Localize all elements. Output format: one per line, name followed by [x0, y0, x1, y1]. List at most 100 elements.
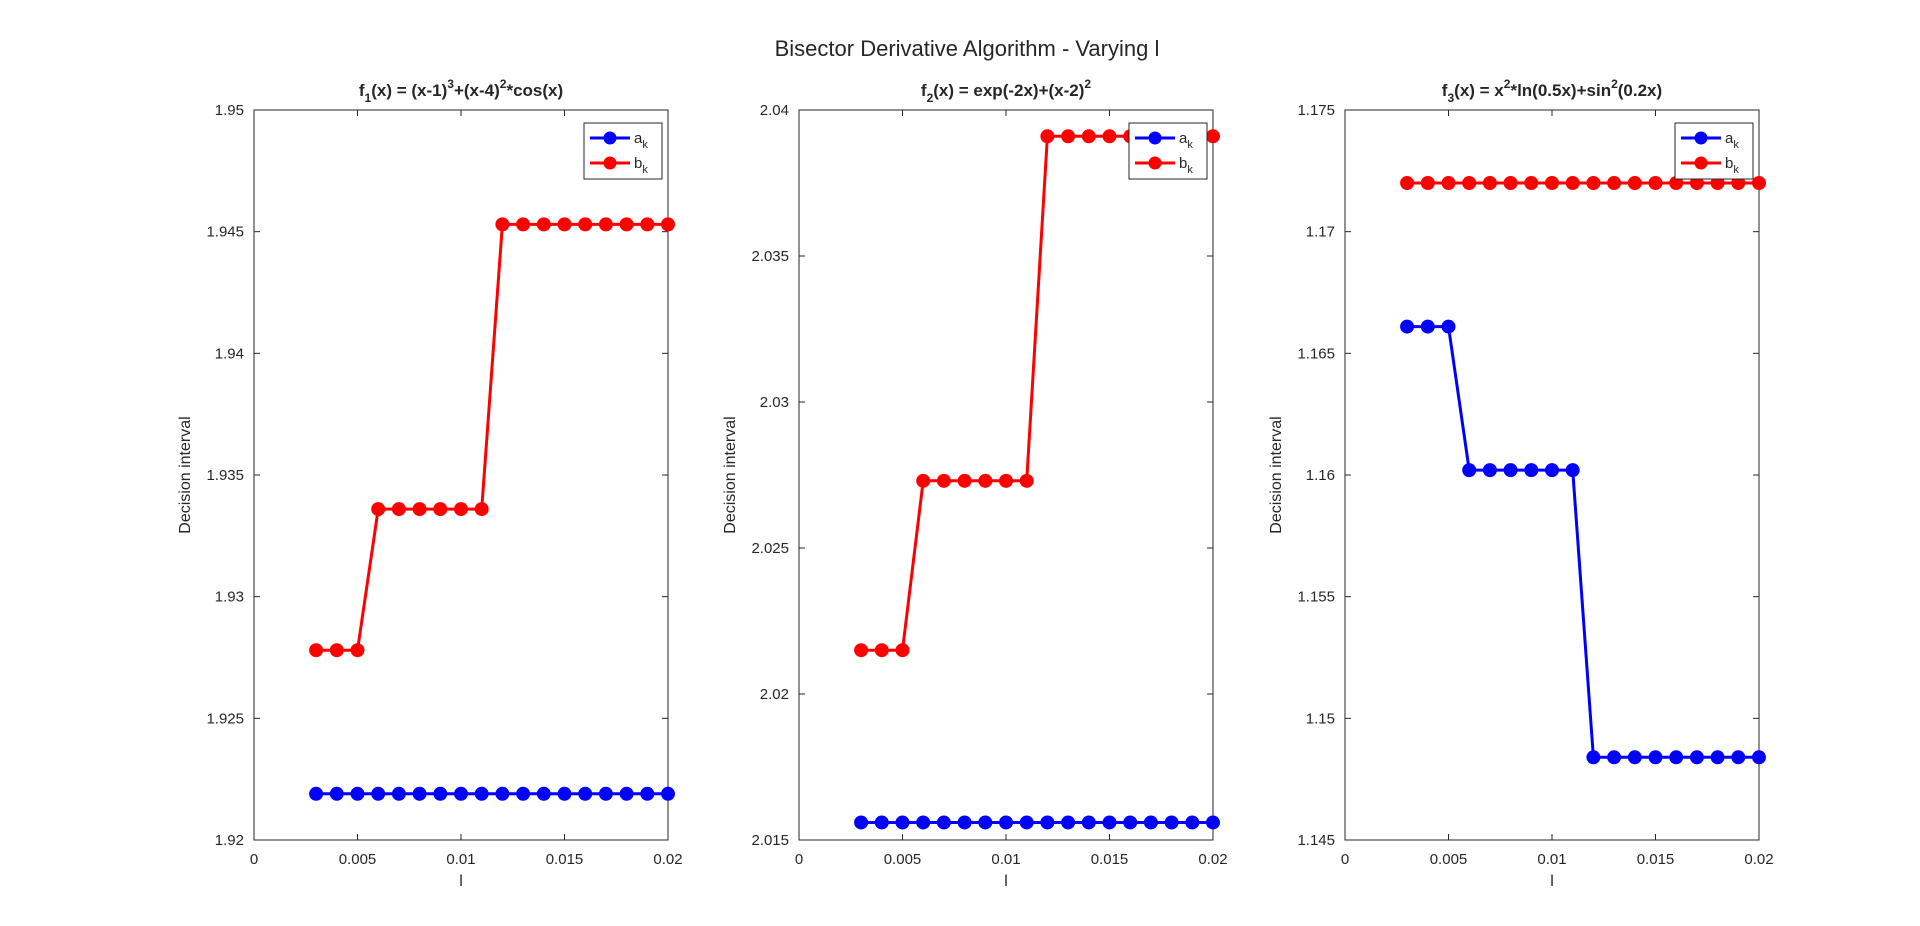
- data-point: [619, 217, 634, 232]
- x-tick-label: 0.015: [1091, 851, 1129, 868]
- data-point: [1019, 815, 1034, 830]
- x-axis-label: l: [459, 873, 463, 890]
- legend-marker: [603, 131, 617, 145]
- data-point: [1102, 129, 1117, 144]
- data-point: [999, 473, 1013, 488]
- data-point: [854, 643, 869, 658]
- data-point: [309, 786, 324, 801]
- y-tick-label: 1.94: [215, 345, 244, 362]
- data-point: [350, 643, 365, 658]
- data-point: [1040, 815, 1055, 830]
- figure-title: Bisector Derivative Algorithm - Varying …: [775, 36, 1160, 61]
- data-point: [1565, 463, 1580, 478]
- y-tick-label: 1.17: [1306, 224, 1335, 241]
- data-point: [1061, 129, 1076, 144]
- title-text: (x) = x: [1454, 81, 1504, 100]
- data-point: [1627, 750, 1642, 765]
- data-point: [640, 217, 655, 232]
- data-point: [874, 643, 889, 658]
- data-point: [598, 217, 613, 232]
- legend-marker: [1694, 156, 1708, 170]
- title-superscript: 2: [500, 77, 507, 91]
- y-tick-label: 1.145: [1297, 832, 1335, 849]
- x-tick-label: 0.01: [1537, 851, 1566, 868]
- subplots: 0 0.005 0.01 0.015 0.02 1.92 1.925 1.93 1.935 1.9…: [177, 77, 1774, 890]
- y-tick-label: 2.025: [751, 540, 789, 557]
- axes-box: [253, 109, 669, 841]
- data-point: [1607, 750, 1622, 765]
- data-point: [412, 502, 427, 517]
- data-point: [1441, 176, 1456, 190]
- series-ak: [854, 815, 1220, 830]
- data-point: [1503, 176, 1518, 190]
- x-tick-label: 0.015: [1637, 851, 1675, 868]
- legend-marker: [603, 156, 617, 170]
- x-tick-label: 0.02: [1744, 851, 1773, 868]
- x-tick-label: 0.015: [546, 851, 584, 868]
- subplot-3: 0 0.005 0.01 0.015 0.02 1.145 1.15 1.155 1.16 1.1…: [1268, 77, 1774, 890]
- data-point: [1482, 176, 1497, 190]
- legend-subscript: k: [1733, 139, 1739, 151]
- legend-base: b: [634, 155, 642, 172]
- data-point: [329, 786, 344, 801]
- x-tick-label: 0.02: [653, 851, 682, 868]
- title-subscript: 3: [1447, 91, 1454, 105]
- x-tick-label: 0.02: [1198, 851, 1227, 868]
- y-tick-label: 2.02: [760, 686, 789, 703]
- data-point: [895, 815, 910, 830]
- data-point: [598, 786, 613, 801]
- data-point: [391, 786, 406, 801]
- series-ak: [309, 786, 675, 801]
- x-axis-label: l: [1550, 873, 1554, 890]
- subplot-title: f2(x) = exp(-2x)+(x-2)2: [921, 77, 1092, 105]
- legend-base: a: [634, 130, 643, 147]
- y-tick-label: 1.93: [215, 589, 244, 606]
- legend-label: ak: [634, 130, 648, 151]
- y-tick-label: 2.015: [751, 832, 789, 849]
- subplot-2: 0 0.005 0.01 0.015 0.02 2.015 2.02 2.025 2.03 2.0…: [722, 77, 1228, 890]
- data-point: [495, 217, 510, 232]
- data-point: [578, 217, 593, 232]
- data-point: [1102, 815, 1117, 830]
- data-point: [1731, 750, 1746, 765]
- data-point: [578, 786, 593, 801]
- data-point: [1462, 463, 1477, 478]
- data-point: [1524, 463, 1539, 478]
- data-point: [1420, 176, 1435, 190]
- title-text: (x) = exp(-2x)+(x-2): [933, 81, 1084, 100]
- data-point: [495, 786, 510, 801]
- y-tick-label: 1.92: [215, 832, 244, 849]
- data-point: [371, 502, 386, 517]
- data-point: [1400, 176, 1415, 190]
- y-tick-label: 2.03: [760, 394, 789, 411]
- data-point: [454, 502, 468, 517]
- data-point: [1400, 319, 1415, 334]
- legend-subscript: k: [1187, 164, 1193, 176]
- data-point: [1752, 176, 1766, 190]
- legend-box: [1674, 122, 1754, 180]
- data-point: [1185, 815, 1200, 830]
- legend-marker: [1694, 131, 1708, 145]
- data-point: [1648, 176, 1663, 190]
- data-point: [936, 815, 951, 830]
- data-point: [329, 643, 344, 658]
- data-point: [371, 786, 386, 801]
- x-tick-label: 0: [1341, 851, 1349, 868]
- data-point: [350, 786, 365, 801]
- title-text: *cos(x): [506, 81, 563, 100]
- x-tick-label: 0.01: [991, 851, 1020, 868]
- data-point: [1669, 750, 1684, 765]
- legend-marker: [1148, 131, 1162, 145]
- series-ak: [1400, 319, 1766, 765]
- legend-subscript: k: [642, 164, 648, 176]
- data-point: [557, 217, 572, 232]
- legend-base: b: [1179, 155, 1187, 172]
- legend-label: ak: [1725, 130, 1739, 151]
- data-point: [391, 502, 406, 517]
- data-point: [1420, 319, 1435, 334]
- legend-marker: [1148, 156, 1162, 170]
- data-point: [433, 786, 448, 801]
- legend-base: a: [1179, 130, 1188, 147]
- data-point: [661, 786, 675, 801]
